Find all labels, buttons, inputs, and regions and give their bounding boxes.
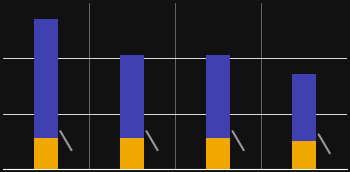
Bar xyxy=(34,138,58,169)
Bar xyxy=(292,74,316,141)
Bar xyxy=(120,138,144,169)
Bar xyxy=(34,19,58,138)
Bar xyxy=(206,55,230,138)
Bar xyxy=(206,138,230,169)
Bar xyxy=(292,141,316,169)
Bar xyxy=(120,55,144,138)
